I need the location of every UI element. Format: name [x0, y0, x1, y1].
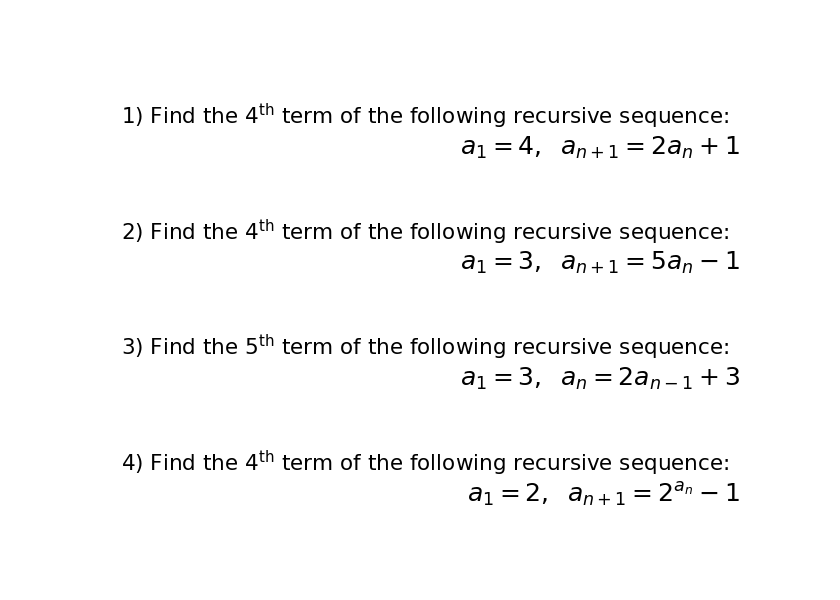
Text: $a_1 = 3, \;\; a_{n+1} = 5a_n - 1$: $a_1 = 3, \;\; a_{n+1} = 5a_n - 1$ [459, 250, 740, 276]
Text: 2) Find the 4$^{\mathregular{th}}$ term of the following recursive sequence:: 2) Find the 4$^{\mathregular{th}}$ term … [121, 218, 730, 247]
Text: $a_1 = 4, \;\; a_{n+1} = 2a_n + 1$: $a_1 = 4, \;\; a_{n+1} = 2a_n + 1$ [459, 134, 740, 161]
Text: $a_1 = 3, \;\; a_n = 2a_{n-1} + 3$: $a_1 = 3, \;\; a_n = 2a_{n-1} + 3$ [459, 365, 740, 392]
Text: $a_1 =2, \;\; a_{n+1} = 2^{a_n} - 1$: $a_1 =2, \;\; a_{n+1} = 2^{a_n} - 1$ [467, 481, 740, 509]
Text: 1) Find the 4$^{\mathregular{th}}$ term of the following recursive sequence:: 1) Find the 4$^{\mathregular{th}}$ term … [121, 102, 730, 131]
Text: 4) Find the 4$^{\mathregular{th}}$ term of the following recursive sequence:: 4) Find the 4$^{\mathregular{th}}$ term … [121, 449, 730, 478]
Text: 3) Find the 5$^{\mathregular{th}}$ term of the following recursive sequence:: 3) Find the 5$^{\mathregular{th}}$ term … [121, 333, 730, 362]
